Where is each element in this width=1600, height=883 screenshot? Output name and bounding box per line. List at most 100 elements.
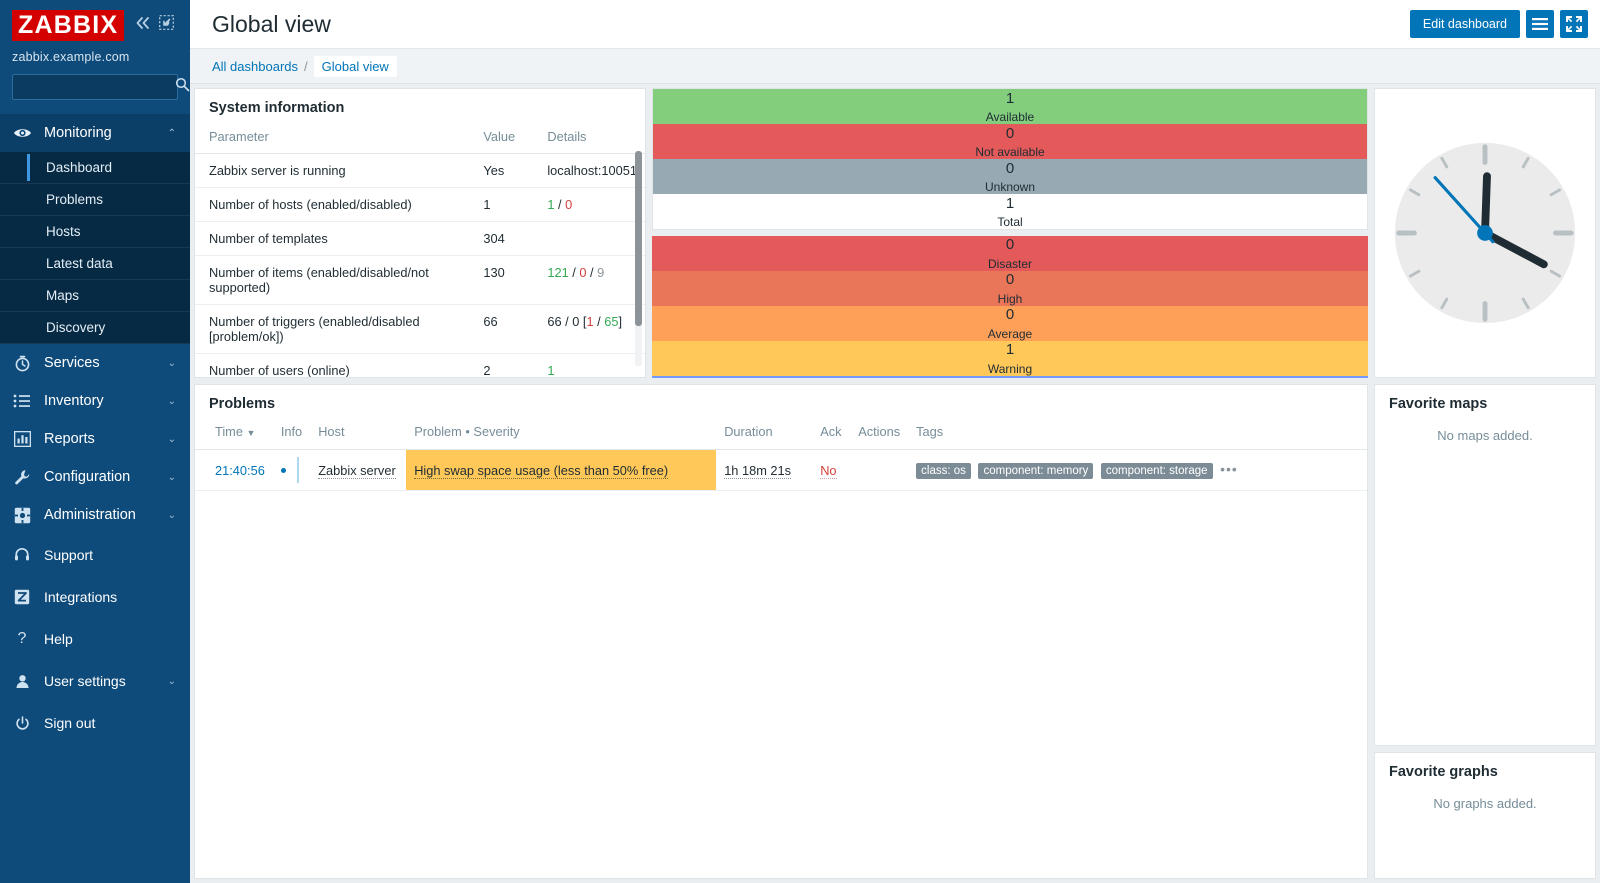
sidebar-item-latest-data[interactable]: Latest data xyxy=(0,248,190,281)
sidebar-item-reports[interactable]: Reports ⌄ xyxy=(0,420,190,458)
col-duration[interactable]: Duration xyxy=(716,420,813,450)
cell-time: 21:40:56 xyxy=(195,449,273,491)
page-title: Global view xyxy=(212,10,331,37)
sidebar-item-problems[interactable]: Problems xyxy=(0,184,190,217)
duration-value[interactable]: 1h 18m 21s xyxy=(724,462,792,479)
widget-title: Favorite maps xyxy=(1389,396,1488,412)
col-actions[interactable]: Actions xyxy=(850,420,909,450)
severity-warning[interactable]: 1 Warning xyxy=(652,341,1368,376)
chevron-down-icon[interactable]: ⌄ xyxy=(167,395,176,407)
col-tags[interactable]: Tags xyxy=(908,420,1367,450)
sub-item-label: Dashboard xyxy=(46,160,113,176)
sidebar-item-support[interactable]: Support xyxy=(0,534,190,576)
expand-fullscreen-icon[interactable] xyxy=(1560,10,1588,38)
sidebar-item-label: Administration xyxy=(44,507,136,524)
count: 0 xyxy=(1006,376,1014,378)
cell-details: 1 / 0 xyxy=(533,187,645,222)
edit-dashboard-button[interactable]: Edit dashboard xyxy=(1409,10,1520,38)
sidebar-hostname: zabbix.example.com xyxy=(12,50,130,65)
chevron-up-icon[interactable]: ⌃ xyxy=(167,127,176,139)
cell-value: 1 xyxy=(469,187,534,222)
col-parameter: Parameter xyxy=(195,124,470,154)
sidebar-item-discovery[interactable]: Discovery xyxy=(0,312,190,345)
sidebar-item-inventory[interactable]: Inventory ⌄ xyxy=(0,382,190,420)
clock-center-pin xyxy=(1477,225,1493,241)
tag-chip[interactable]: component: memory xyxy=(978,463,1094,479)
col-info[interactable]: Info xyxy=(272,420,311,450)
sidebar-item-label: Help xyxy=(44,631,73,648)
sidebar-search xyxy=(0,64,190,114)
detail-segment: 1 xyxy=(547,197,555,212)
sidebar-nav: Monitoring ⌃ Dashboard Problems Hosts La… xyxy=(0,114,190,758)
bar-chart-icon xyxy=(12,431,32,448)
tag-chip[interactable]: class: os xyxy=(916,463,971,479)
clock-minute-hand xyxy=(1481,229,1548,269)
sidebar: ZABBIX zabbix.example.com xyxy=(0,0,190,883)
chevron-down-icon[interactable]: ⌄ xyxy=(167,509,176,521)
sidebar-item-sign-out[interactable]: Sign out xyxy=(0,702,190,744)
cell-parameter: Zabbix server is running xyxy=(195,153,470,188)
severity-average[interactable]: 0 Average xyxy=(652,306,1368,341)
dashboard-left-column: System information Parameter Value Detai… xyxy=(194,88,1368,879)
host-availability-available[interactable]: 1 Available xyxy=(653,89,1367,124)
breadcrumb-current[interactable]: Global view xyxy=(313,55,397,77)
sidebar-item-configuration[interactable]: Configuration ⌄ xyxy=(0,458,190,496)
severity-information[interactable]: 0 Information xyxy=(652,376,1368,378)
detail-segment: / xyxy=(568,265,580,280)
host-availability-unknown[interactable]: 0 Unknown xyxy=(653,159,1367,194)
problem-time-link[interactable]: 21:40:56 xyxy=(215,462,265,478)
sidebar-item-services[interactable]: Services ⌄ xyxy=(0,344,190,382)
search-input[interactable] xyxy=(20,80,175,95)
chevron-down-icon[interactable]: ⌄ xyxy=(167,471,176,483)
chevron-down-icon[interactable]: ⌄ xyxy=(167,675,176,687)
table-row[interactable]: 21:40:56 Zabbix server H xyxy=(195,449,1367,491)
host-availability-total[interactable]: 1 Total xyxy=(653,194,1367,229)
scrollbar-thumb[interactable] xyxy=(635,151,642,326)
tag-chip[interactable]: component: storage xyxy=(1100,463,1213,479)
list-icon xyxy=(12,394,32,408)
chevron-down-icon[interactable]: ⌄ xyxy=(167,357,176,369)
sidebar-item-maps[interactable]: Maps xyxy=(0,280,190,313)
sidebar-item-integrations[interactable]: Integrations xyxy=(0,576,190,618)
label: Average xyxy=(987,327,1033,341)
sidebar-item-hosts[interactable]: Hosts xyxy=(0,216,190,249)
sidebar-item-monitoring[interactable]: Monitoring ⌃ xyxy=(0,114,190,153)
cell-duration: 1h 18m 21s xyxy=(716,449,813,491)
severity-stripe-icon xyxy=(297,457,300,483)
hamburger-menu-icon[interactable] xyxy=(1526,10,1554,38)
col-time[interactable]: Time ▼ xyxy=(195,420,273,450)
question-mark-icon: ? xyxy=(17,630,27,648)
table-row: Number of triggers (enabled/disabled [pr… xyxy=(195,304,645,354)
scrollbar-track[interactable] xyxy=(635,151,642,366)
sort-desc-icon[interactable]: ▼ xyxy=(246,428,256,438)
cell-details: 121 / 0 / 9 xyxy=(533,255,645,305)
severity-disaster[interactable]: 0 Disaster xyxy=(652,236,1368,271)
col-problem-severity[interactable]: Problem • Severity xyxy=(406,420,717,450)
breadcrumb-all-dashboards[interactable]: All dashboards xyxy=(212,58,298,74)
sidebar-item-administration[interactable]: Administration ⌄ xyxy=(0,496,190,534)
system-information-body: Parameter Value Details Zabbix server is… xyxy=(195,124,645,377)
clock-face xyxy=(1394,142,1576,324)
severity-high[interactable]: 0 High xyxy=(652,271,1368,306)
sidebar-item-help[interactable]: ? Help xyxy=(0,618,190,660)
search-icon[interactable] xyxy=(175,77,190,97)
table-row: Number of templates 304 xyxy=(195,221,645,256)
nav-section-monitoring: Monitoring ⌃ Dashboard Problems Hosts La… xyxy=(0,114,190,345)
sidebar-item-user-settings[interactable]: User settings ⌄ xyxy=(0,660,190,702)
cell-parameter: Number of hosts (enabled/disabled) xyxy=(195,187,470,222)
dashboard-top-row: System information Parameter Value Detai… xyxy=(194,88,1368,378)
sidebar-item-dashboard[interactable]: Dashboard xyxy=(0,152,190,185)
ack-status[interactable]: No xyxy=(820,462,837,479)
host-availability-not-available[interactable]: 0 Not available xyxy=(653,124,1367,159)
collapse-panel-icon[interactable] xyxy=(159,15,175,30)
col-ack[interactable]: Ack xyxy=(812,420,851,450)
zabbix-logo[interactable]: ZABBIX xyxy=(12,10,125,42)
chevron-double-left-icon[interactable] xyxy=(134,16,151,30)
col-host[interactable]: Host xyxy=(310,420,407,450)
favorite-graphs-body: No graphs added. xyxy=(1375,788,1595,878)
count: 1 xyxy=(1005,194,1015,212)
chevron-down-icon[interactable]: ⌄ xyxy=(167,433,176,445)
host-link[interactable]: Zabbix server xyxy=(318,462,396,479)
tags-more-icon[interactable]: ••• xyxy=(1220,461,1238,477)
problem-link[interactable]: High swap space usage (less than 50% fre… xyxy=(414,462,669,479)
